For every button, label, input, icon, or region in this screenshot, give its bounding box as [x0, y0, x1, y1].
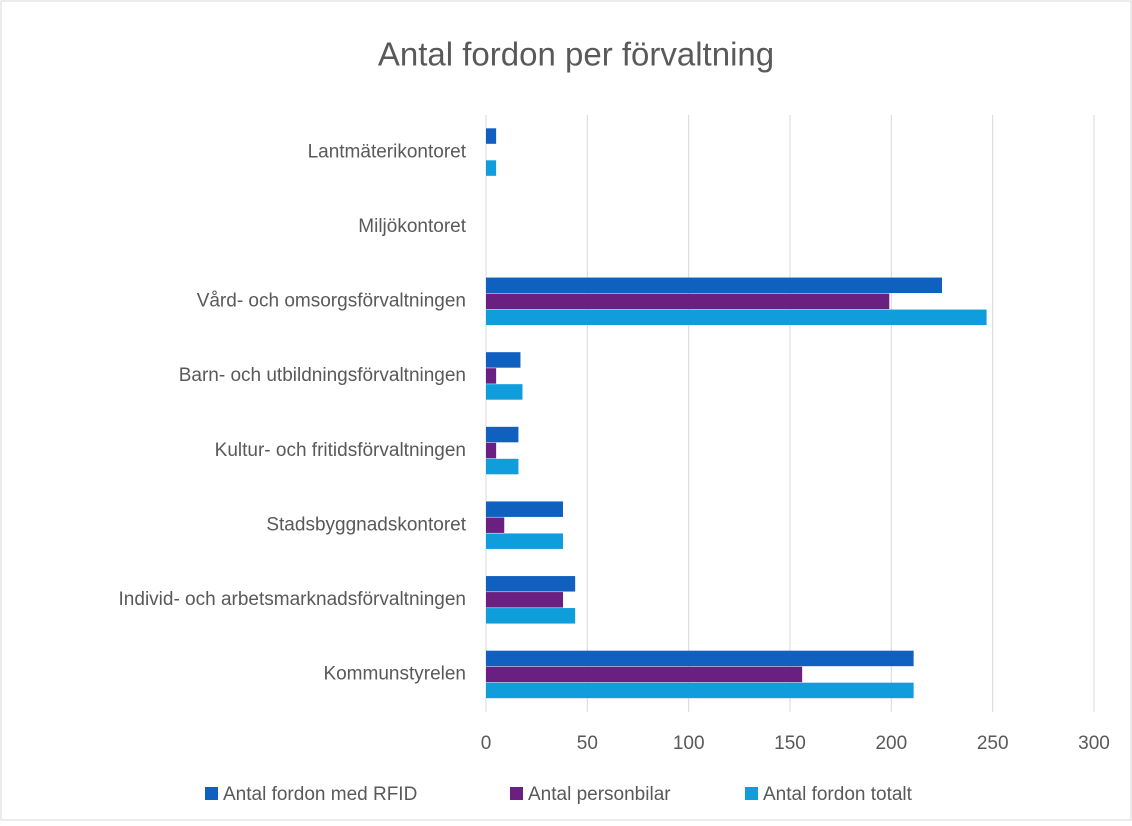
bar: [486, 442, 497, 459]
x-tick-label: 100: [673, 733, 705, 754]
y-tick-label: Miljökontoret: [358, 216, 466, 237]
y-tick-label: Kommunstyrelen: [323, 664, 466, 685]
bar: [486, 650, 914, 667]
legend-swatch: [745, 787, 758, 800]
legend-label: Antal personbilar: [528, 784, 671, 805]
bar: [486, 426, 519, 443]
bar: [486, 277, 942, 294]
bar: [486, 682, 914, 699]
x-tick-label: 250: [977, 733, 1009, 754]
legend-label: Antal fordon totalt: [763, 784, 913, 805]
bar: [486, 293, 890, 310]
y-tick-label: Kultur- och fritidsförvaltningen: [215, 440, 466, 461]
bar: [486, 666, 803, 683]
y-tick-label: Lantmäterikontoret: [308, 141, 467, 162]
bar: [486, 368, 497, 384]
bar: [486, 309, 987, 326]
y-tick-label: Stadsbyggnadskontoret: [266, 514, 466, 535]
x-tick-label: 0: [481, 733, 492, 754]
bar: [486, 517, 505, 533]
x-tick-label: 300: [1078, 733, 1110, 754]
bar: [486, 592, 564, 608]
bar: [486, 576, 576, 592]
legend-swatch: [205, 787, 218, 800]
x-tick-label: 50: [577, 733, 598, 754]
bar: [486, 501, 564, 517]
bar: [486, 458, 519, 475]
bar: [486, 160, 497, 176]
x-tick-label: 150: [774, 733, 806, 754]
bar: [486, 352, 521, 368]
x-tick-label: 200: [875, 733, 907, 754]
y-tick-label: Barn- och utbildningsförvaltningen: [179, 365, 466, 386]
y-tick-label: Vård- och omsorgsförvaltningen: [197, 291, 466, 312]
legend-label: Antal fordon med RFID: [223, 784, 417, 805]
bar: [486, 608, 576, 624]
bar: [486, 128, 497, 144]
bar: [486, 533, 564, 549]
legend-swatch: [510, 787, 523, 800]
bar: [486, 384, 523, 400]
y-tick-label: Individ- och arbetsmarknadsförvaltningen: [119, 589, 466, 610]
chart-title: Antal fordon per förvaltning: [378, 36, 774, 73]
